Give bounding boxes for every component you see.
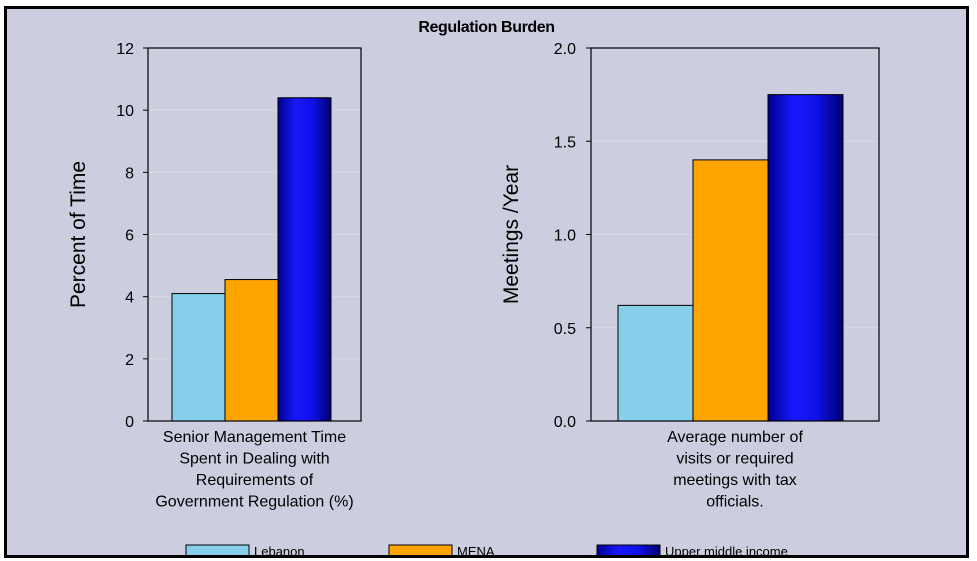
chart-title: Regulation Burden — [418, 19, 555, 36]
y-tick-label: 6 — [125, 228, 134, 245]
y-axis-label: Meetings /Year — [500, 165, 523, 304]
category-label: Spent in Dealing with — [179, 451, 329, 468]
bar-lebanon — [617, 304, 694, 422]
category-label: officials. — [706, 494, 764, 511]
legend-label: Upper middle income — [665, 544, 788, 557]
category-label: meetings with tax — [673, 472, 797, 489]
legend-swatch — [185, 544, 250, 555]
y-axis-label: Percent of Time — [67, 161, 90, 308]
legend-swatch — [596, 544, 661, 555]
y-tick-label: 0.0 — [554, 414, 576, 431]
y-tick-label: 12 — [116, 41, 134, 58]
legend-label: MENA — [457, 544, 495, 557]
category-label: Requirements of — [196, 472, 314, 489]
bar-upper-middle-income — [277, 97, 332, 422]
bar-lebanon — [171, 293, 226, 422]
y-tick-label: 1.5 — [554, 134, 576, 151]
bar-mena — [692, 159, 769, 422]
y-tick-label: 4 — [125, 290, 134, 307]
chart-frame: Regulation Burden 0 2 4 6 8 10 12 Percent of Ti… — [4, 6, 969, 558]
y-tick-label: 2 — [125, 352, 134, 369]
y-tick-label: 1.0 — [554, 228, 576, 245]
category-label: visits or required — [676, 451, 793, 468]
category-label: Average number of — [667, 429, 803, 446]
category-label: Government Regulation (%) — [155, 494, 353, 511]
y-tick-label: 0.5 — [554, 321, 576, 338]
bar-mena — [224, 279, 279, 422]
y-tick-label: 8 — [125, 165, 134, 182]
y-tick-label: 10 — [116, 103, 134, 120]
legend-swatch — [388, 544, 453, 555]
chart-canvas: 0 2 4 6 8 10 12 Percent of Time Senior Managemen… — [67, 41, 880, 557]
category-label: Senior Management Time — [163, 429, 346, 446]
bar-upper-middle-income — [767, 94, 844, 422]
y-tick-label: 2.0 — [554, 41, 576, 58]
legend-label: Lebanon — [254, 544, 305, 557]
y-tick-label: 0 — [125, 414, 134, 431]
